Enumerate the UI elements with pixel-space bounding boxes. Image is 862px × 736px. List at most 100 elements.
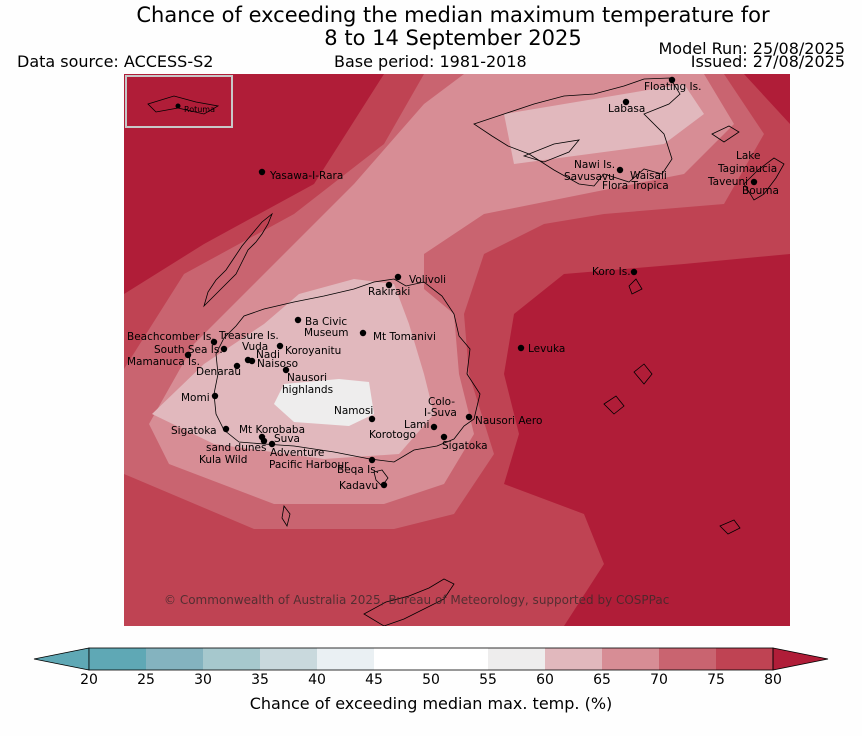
place-marker <box>616 166 624 174</box>
base-period-label: Base period: 1981-2018 <box>334 52 527 71</box>
viti-levu-coast <box>213 278 481 463</box>
place-label: Sigatoka <box>171 425 217 437</box>
place-label: Nausori <box>287 372 327 384</box>
colorbar-tick-label: 75 <box>707 672 725 688</box>
colorbar-frame <box>88 647 774 671</box>
place-label: Kula Wild <box>199 454 247 466</box>
place-marker <box>440 433 448 441</box>
data-source-label: Data source: ACCESS-S2 <box>17 52 214 71</box>
place-label: Pacific Harbour <box>269 459 349 471</box>
place-marker <box>430 423 438 431</box>
place-label: South Sea Is. <box>154 344 223 356</box>
colorbar-segment <box>602 648 659 670</box>
place-label: Lake <box>736 150 760 162</box>
place-label: Tagimaucia <box>717 163 777 175</box>
place-label: Lami <box>404 419 429 431</box>
place-label: Bouma <box>742 185 779 197</box>
place-label: Suva <box>274 433 300 445</box>
place-label: Korotogo <box>369 429 416 441</box>
place-marker <box>184 351 192 359</box>
colorbar-tick-label: 65 <box>593 672 611 688</box>
colorbar-tick-label: 25 <box>137 672 155 688</box>
place-label: Museum <box>304 327 349 339</box>
place-markers: Floating Is. Labasa Yasawa-I-Rara Nawi Is. S… <box>124 74 779 492</box>
colorbar-label: Chance of exceeding median max. temp. (%… <box>249 694 613 713</box>
colorbar-tick-label: 35 <box>251 672 269 688</box>
place-label: Taveuni <box>707 176 748 188</box>
vanua-levu-coast <box>473 77 681 187</box>
title-line-1: Chance of exceeding the median maximum t… <box>136 3 770 27</box>
place-label: Levuka <box>528 343 565 355</box>
place-marker <box>282 366 290 374</box>
coastlines <box>203 77 785 626</box>
colorbar-segment <box>716 648 773 670</box>
colorbar-segment <box>89 648 146 670</box>
place-label: Kadavu <box>339 480 378 492</box>
model-run-label: Model Run: 25/08/2025 <box>658 39 846 58</box>
rotuma-inset: Rotuma <box>125 75 233 128</box>
place-marker <box>210 338 218 346</box>
place-label: Floating Is. <box>644 81 701 93</box>
place-marker <box>294 316 302 324</box>
colorbar-extend-high <box>772 647 829 671</box>
colorbar-tick-label: 55 <box>479 672 497 688</box>
colorbar-tick-label: 50 <box>422 672 440 688</box>
place-marker <box>248 357 256 365</box>
colorbar-segment <box>260 648 317 670</box>
place-marker <box>359 329 367 337</box>
colorbar-tick-label: 80 <box>764 672 782 688</box>
colorbar-segment <box>146 648 203 670</box>
place-marker <box>211 392 219 400</box>
place-marker <box>233 362 241 370</box>
place-marker <box>368 415 376 423</box>
colorbar-tick-label: 70 <box>650 672 668 688</box>
place-label: Natadola <box>124 74 171 77</box>
place-marker <box>380 481 388 489</box>
place-label: Beqa Is. <box>337 464 379 476</box>
place-label: Naisoso <box>257 358 298 370</box>
place-marker <box>465 413 473 421</box>
place-label: Yasawa-I-Rara <box>269 170 343 182</box>
place-label: Treasure Is. <box>218 330 279 342</box>
place-label: Sigatoka <box>442 440 488 452</box>
place-marker <box>668 76 676 84</box>
place-marker <box>222 425 230 433</box>
place-marker <box>260 437 268 445</box>
place-label: Ba Civic <box>305 316 347 328</box>
place-marker <box>276 342 284 350</box>
colorbar-tick-label: 30 <box>194 672 212 688</box>
colorbar-segment <box>545 648 602 670</box>
place-label: Denarau <box>196 366 241 378</box>
place-label: Nadi <box>256 349 280 361</box>
place-marker <box>268 440 276 448</box>
place-label: Namosi <box>334 405 373 417</box>
place-label: Mt Korobaba <box>239 424 305 436</box>
copyright-text: © Commonwealth of Australia 2025, Bureau… <box>164 593 669 607</box>
place-label: Nawi Is. <box>574 159 615 171</box>
place-marker <box>368 456 376 464</box>
contour-60 <box>152 84 704 459</box>
colorbar-segment <box>659 648 716 670</box>
colorbar-tick-label: 40 <box>308 672 326 688</box>
place-label: Labasa <box>608 103 645 115</box>
rotuma-label: Rotuma <box>184 105 215 114</box>
colorbar <box>33 647 829 671</box>
place-label: Beachcomber Is. <box>127 331 215 343</box>
colorbar-tick-label: 45 <box>365 672 383 688</box>
place-label: Rakiraki <box>368 286 410 298</box>
place-marker <box>517 344 525 352</box>
taveuni-coast <box>743 157 785 201</box>
colorbar-segment <box>317 648 374 670</box>
colorbar-segment <box>431 648 488 670</box>
place-marker <box>220 345 228 353</box>
colorbar-tick-label: 20 <box>80 672 98 688</box>
place-label: Nausori Aero <box>475 415 542 427</box>
place-marker <box>394 273 402 281</box>
colorbar-segment <box>488 648 545 670</box>
place-marker <box>258 168 266 176</box>
place-label: Koroyanitu <box>285 345 341 357</box>
place-label: Mt Tomanivi <box>373 331 436 343</box>
place-label: sand dunes <box>206 442 266 454</box>
colorbar-tick-label: 60 <box>536 672 554 688</box>
title-line-2: 8 to 14 September 2025 <box>324 26 582 50</box>
